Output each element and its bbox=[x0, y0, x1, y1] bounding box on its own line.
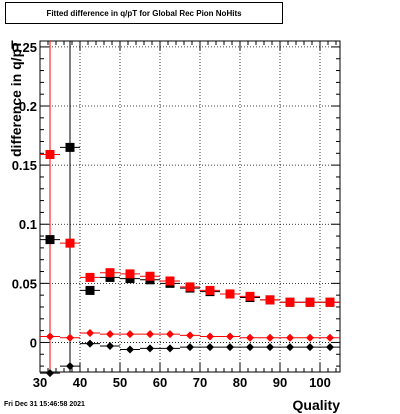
plot-frame bbox=[39, 40, 341, 373]
y-tick-label: 0.25 bbox=[12, 40, 37, 55]
square-marker bbox=[85, 272, 95, 282]
square-marker bbox=[65, 142, 75, 152]
square-marker bbox=[85, 285, 95, 295]
tick-labels: 30 40 50 60 70 80 90 100 0 0.05 0.1 0.15 0.2 0.25 bbox=[12, 40, 331, 390]
diamond-marker bbox=[186, 343, 194, 352]
diamond-marker bbox=[46, 332, 54, 341]
diamond-marker bbox=[326, 343, 334, 352]
x-tick-label: 40 bbox=[73, 375, 87, 390]
diamond-marker bbox=[86, 328, 94, 337]
diamond-marker bbox=[146, 344, 154, 353]
chart-title: Fitted difference in q/pT for Global Rec… bbox=[5, 2, 283, 24]
square-marker bbox=[165, 276, 175, 286]
diamond-marker bbox=[306, 343, 314, 352]
diamond-marker bbox=[206, 343, 214, 352]
diamond-marker bbox=[206, 332, 214, 341]
diamond-marker bbox=[266, 333, 274, 342]
square-marker bbox=[145, 271, 155, 281]
x-tick-label: 80 bbox=[233, 375, 247, 390]
diamond-marker bbox=[146, 330, 154, 339]
y-axis-title: difference in q/pT bbox=[8, 40, 24, 157]
diamond-marker bbox=[166, 330, 174, 339]
axis-ticks bbox=[39, 41, 340, 372]
square-marker bbox=[245, 291, 255, 301]
y-tick-label: 0.05 bbox=[12, 276, 37, 291]
diamond-marker bbox=[186, 331, 194, 340]
x-tick-label: 100 bbox=[309, 375, 331, 390]
square-marker bbox=[65, 238, 75, 248]
diamond-marker bbox=[246, 333, 254, 342]
square-marker bbox=[285, 297, 295, 307]
diamond-marker bbox=[106, 341, 114, 350]
square-marker bbox=[45, 149, 55, 159]
y-tick-label: 0 bbox=[30, 335, 37, 350]
diamond-marker bbox=[46, 369, 54, 378]
diamond-marker bbox=[226, 332, 234, 341]
x-tick-label: 90 bbox=[273, 375, 287, 390]
square-marker bbox=[205, 285, 215, 295]
diamond-marker bbox=[266, 343, 274, 352]
square-marker bbox=[325, 297, 335, 307]
diamond-marker bbox=[326, 333, 334, 342]
x-axis-title: Quality bbox=[292, 397, 340, 413]
diamond-marker bbox=[126, 330, 134, 339]
diamond-marker bbox=[66, 362, 74, 371]
diamond-marker bbox=[126, 345, 134, 354]
diamond-marker bbox=[246, 343, 254, 352]
square-marker bbox=[185, 282, 195, 292]
y-tick-label: 0.2 bbox=[19, 99, 37, 114]
diamond-marker bbox=[286, 333, 294, 342]
data-markers bbox=[45, 142, 335, 378]
diamond-marker bbox=[106, 330, 114, 339]
square-marker bbox=[125, 274, 135, 284]
diamond-marker bbox=[286, 343, 294, 352]
error-bars bbox=[40, 41, 340, 374]
x-tick-label: 30 bbox=[33, 375, 47, 390]
datestamp: Fri Dec 31 15:46:58 2021 bbox=[4, 401, 85, 408]
square-marker bbox=[305, 297, 315, 307]
square-marker bbox=[225, 289, 235, 299]
diamond-marker bbox=[166, 344, 174, 353]
y-tick-label: 0.15 bbox=[12, 158, 37, 173]
square-marker bbox=[105, 272, 115, 282]
x-tick-label: 70 bbox=[193, 375, 207, 390]
square-marker bbox=[105, 268, 115, 278]
diamond-marker bbox=[66, 333, 74, 342]
x-tick-label: 50 bbox=[113, 375, 127, 390]
square-marker bbox=[45, 235, 55, 245]
x-tick-label: 60 bbox=[153, 375, 167, 390]
y-tick-label: 0.1 bbox=[19, 217, 37, 232]
square-marker bbox=[265, 295, 275, 305]
diamond-marker bbox=[226, 343, 234, 352]
square-marker bbox=[125, 269, 135, 279]
diamond-marker bbox=[86, 339, 94, 348]
grid bbox=[39, 41, 340, 372]
diamond-marker bbox=[306, 333, 314, 342]
